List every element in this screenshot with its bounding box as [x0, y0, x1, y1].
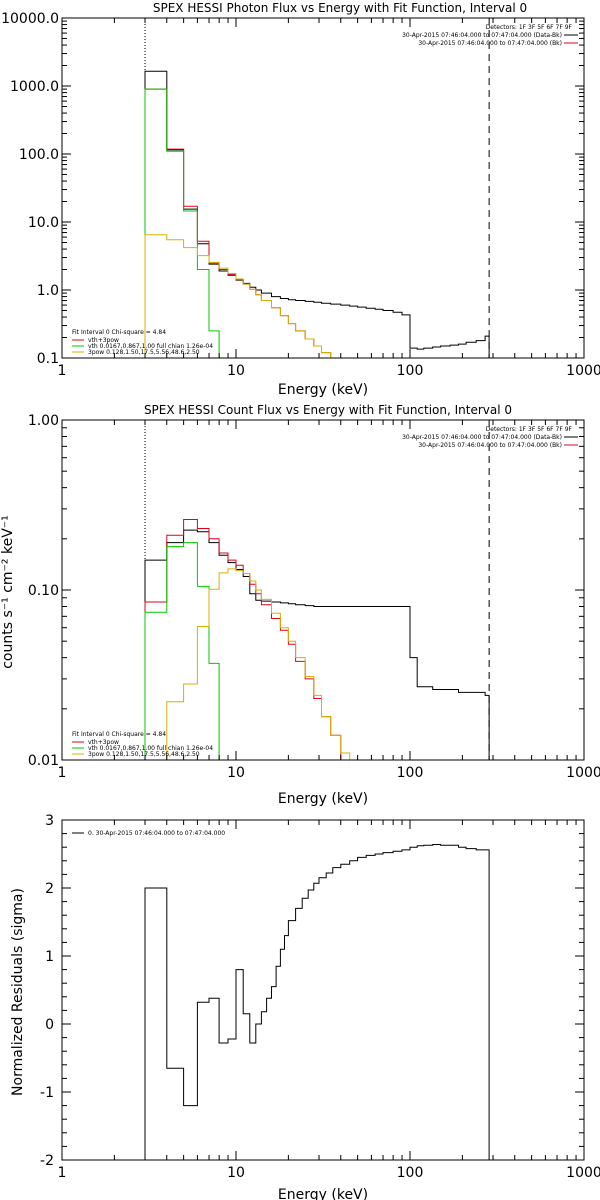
series-data	[144, 529, 490, 760]
count-flux-panel: SPEX HESSI Count Flux vs Energy with Fit…	[0, 403, 600, 807]
count-plot-frame	[61, 419, 585, 761]
y-tick-label: 0	[45, 1017, 54, 1033]
series-3pow	[144, 234, 332, 358]
photon-panel-ticks: 1 10 100 1000 0.1 1.0 10.0 100.0 1000.0 10000.0	[1, 11, 600, 379]
series-data	[144, 70, 490, 358]
x-tick-label: 1	[58, 765, 67, 781]
count-legend-label-vth: vth 0.0167,0.867,1.00 full chian 1.26e-0…	[88, 745, 213, 752]
photon-info-line: 30-Apr-2015 07:46:04.000 to 07:47:04.000…	[418, 40, 562, 47]
count-info-line: 30-Apr-2015 07:46:04.000 to 07:47:04.000…	[402, 434, 562, 441]
x-tick-label: 100	[397, 363, 424, 379]
residuals-legend-label: 0. 30-Apr-2015 07:46:04.000 to 07:47:04.…	[88, 830, 225, 837]
y-tick-label: 1000.0	[10, 79, 59, 95]
y-tick-label: 100.0	[19, 147, 59, 163]
count-panel-title: SPEX HESSI Count Flux vs Energy with Fit…	[144, 403, 512, 417]
series-3pow	[166, 568, 351, 760]
photon-legend-label-3pow: 3pow 0.128,1.50,17.5,5.56,48.6,2.50	[88, 349, 200, 356]
count-info-line: Detectors: 1F 3F 5F 6F 7F 9F	[486, 426, 573, 433]
y-tick-label: 1.0	[37, 283, 59, 299]
y-tick-label: 10000.0	[1, 11, 59, 27]
photon-fit-legend-title: Fit Interval 0 Chi-square = 4.84	[72, 329, 166, 336]
count-fit-legend: Fit Interval 0 Chi-square = 4.84 vth+3po…	[72, 731, 213, 758]
x-tick-label: 1000	[566, 363, 600, 379]
photon-flux-panel: SPEX HESSI Photon Flux vs Energy with Fi…	[1, 1, 600, 398]
x-tick-label: 10	[227, 363, 245, 379]
count-fit-legend-title: Fit Interval 0 Chi-square = 4.84	[72, 731, 166, 738]
x-tick-label: 1000	[566, 1165, 600, 1181]
photon-panel-title: SPEX HESSI Photon Flux vs Energy with Fi…	[153, 1, 527, 15]
count-info-box: Detectors: 1F 3F 5F 6F 7F 9F 30-Apr-2015…	[402, 426, 578, 449]
y-tick-label: 0.01	[28, 753, 59, 769]
x-tick-label: 100	[397, 1165, 424, 1181]
x-tick-label: 10	[227, 765, 245, 781]
photon-panel-marks	[144, 18, 490, 358]
photon-legend-label-vth: vth 0.0167,0.867,1.00 full chian 1.26e-0…	[88, 343, 213, 350]
count-legend-label-vth3pow: vth+3pow	[88, 739, 119, 746]
residuals-legend: 0. 30-Apr-2015 07:46:04.000 to 07:47:04.…	[72, 830, 225, 837]
count-x-axis-label: Energy (keV)	[278, 791, 368, 807]
residuals-panel-ticks: 1 10 100 1000 -2 -1 0 1 2 3	[40, 813, 600, 1181]
count-y-axis-label: counts s⁻¹ cm⁻² keV⁻¹	[0, 515, 16, 669]
y-tick-label: -1	[40, 1085, 54, 1101]
residuals-x-axis-label: Energy (keV)	[278, 1187, 368, 1200]
photon-info-box: Detectors: 1F 3F 5F 6F 7F 9F 30-Apr-2015…	[402, 24, 578, 47]
x-tick-label: 100	[397, 765, 424, 781]
count-legend-label-3pow: 3pow 0.128,1.50,17.5,5.56,48.6,2.50	[88, 751, 200, 758]
count-panel-ticks: 1 10 100 1000 0.01 0.10 1.00	[28, 413, 600, 781]
y-tick-label: 10.0	[28, 215, 59, 231]
residuals-y-axis-label: Normalized Residuals (sigma)	[10, 888, 26, 1096]
x-tick-label: 1000	[566, 765, 600, 781]
series-vth-3pow	[144, 519, 342, 760]
count-panel-marks	[144, 420, 490, 760]
photon-plot-frame	[61, 17, 585, 359]
y-tick-label: 2	[45, 881, 54, 897]
series-vth	[144, 542, 220, 760]
count-info-line: 30-Apr-2015 07:46:04.000 to 07:47:04.000…	[418, 442, 562, 449]
photon-info-line: Detectors: 1F 3F 5F 6F 7F 9F	[486, 24, 573, 31]
photon-info-line: 30-Apr-2015 07:46:04.000 to 07:47:04.000…	[402, 32, 562, 39]
residuals-panel-marks	[144, 844, 490, 1160]
series-residuals	[144, 844, 490, 1160]
y-tick-label: 1	[45, 949, 54, 965]
x-tick-label: 1	[58, 363, 67, 379]
residuals-plot-frame	[61, 819, 585, 1161]
photon-fit-legend: Fit Interval 0 Chi-square = 4.84 vth+3po…	[72, 329, 213, 356]
series-vth	[144, 88, 220, 358]
y-tick-label: 3	[45, 813, 54, 829]
y-tick-label: 1.00	[28, 413, 59, 429]
x-tick-label: 1	[58, 1165, 67, 1181]
residuals-panel: 1 10 100 1000 -2 -1 0 1 2 3 Energy (keV) Normaliz…	[10, 813, 600, 1200]
series-vth-3pow	[144, 88, 332, 358]
photon-legend-label-vth3pow: vth+3pow	[88, 337, 119, 344]
photon-x-axis-label: Energy (keV)	[278, 382, 368, 398]
y-tick-label: -2	[40, 1153, 54, 1169]
y-tick-label: 0.10	[28, 583, 59, 599]
x-tick-label: 10	[227, 1165, 245, 1181]
y-tick-label: 0.1	[37, 351, 59, 367]
